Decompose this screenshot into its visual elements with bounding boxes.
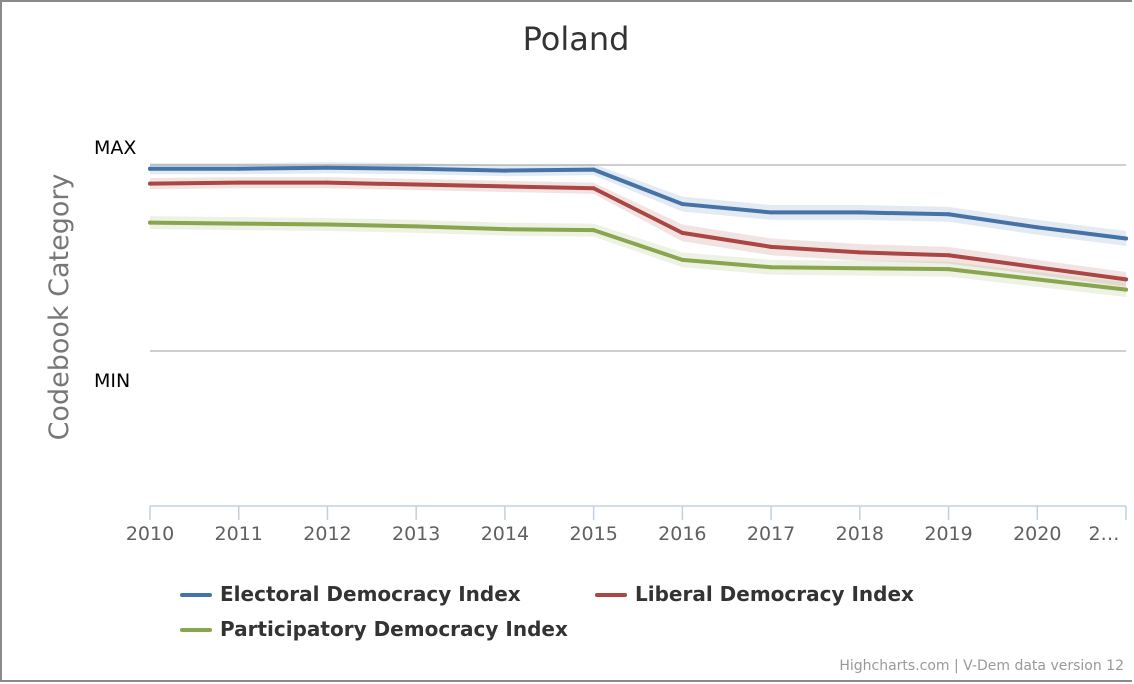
y-axis-title: Codebook Category xyxy=(44,174,75,441)
data-point-series-1[interactable] xyxy=(414,182,419,187)
credits-link[interactable]: Highcharts.com | V-Dem data version 12 xyxy=(839,658,1124,674)
x-tick-label: 2020 xyxy=(1013,523,1061,545)
x-tick-label: 2015 xyxy=(569,523,617,545)
legend-label-electoral: Electoral Democracy Index xyxy=(220,582,521,606)
series-lines xyxy=(148,165,1128,292)
data-point-series-0[interactable] xyxy=(502,168,507,173)
x-tick-label: 2017 xyxy=(747,523,795,545)
data-point-series-0[interactable] xyxy=(857,210,862,215)
data-point-series-1[interactable] xyxy=(502,184,507,189)
data-point-series-0[interactable] xyxy=(769,210,774,215)
data-point-series-0[interactable] xyxy=(148,166,152,171)
x-tick-label: 2019 xyxy=(924,523,972,545)
data-point-series-1[interactable] xyxy=(325,180,330,185)
data-point-series-0[interactable] xyxy=(680,202,685,207)
y-tick-label-min: MIN xyxy=(94,370,130,392)
data-point-series-0[interactable] xyxy=(946,212,951,217)
data-point-series-1[interactable] xyxy=(1124,277,1128,282)
data-point-series-1[interactable] xyxy=(148,181,152,186)
data-point-series-2[interactable] xyxy=(502,227,507,232)
series-line-2[interactable] xyxy=(148,220,1128,292)
confidence-band-series-1 xyxy=(150,177,1126,287)
data-point-series-2[interactable] xyxy=(1124,287,1128,292)
data-point-series-2[interactable] xyxy=(148,220,152,225)
data-point-series-1[interactable] xyxy=(591,186,596,191)
data-point-series-2[interactable] xyxy=(236,221,241,226)
legend-label-participatory: Participatory Democracy Index xyxy=(220,617,568,641)
data-point-series-0[interactable] xyxy=(591,167,596,172)
data-point-series-1[interactable] xyxy=(769,244,774,249)
data-point-series-1[interactable] xyxy=(857,250,862,255)
series-line-0[interactable] xyxy=(148,165,1128,241)
data-point-series-2[interactable] xyxy=(946,267,951,272)
legend-swatch-electoral xyxy=(180,593,212,597)
legend-swatch-participatory xyxy=(180,628,212,632)
data-point-series-2[interactable] xyxy=(325,222,330,227)
x-tick-label: 2011 xyxy=(215,523,263,545)
data-point-series-0[interactable] xyxy=(414,166,419,171)
x-tick-label: 2018 xyxy=(836,523,884,545)
data-point-series-2[interactable] xyxy=(414,224,419,229)
data-point-series-2[interactable] xyxy=(1035,277,1040,282)
data-point-series-1[interactable] xyxy=(946,253,951,258)
data-point-series-0[interactable] xyxy=(1035,225,1040,230)
data-point-series-2[interactable] xyxy=(680,257,685,262)
series-line-1[interactable] xyxy=(148,180,1128,282)
data-point-series-2[interactable] xyxy=(769,265,774,270)
data-point-series-1[interactable] xyxy=(1035,265,1040,270)
data-point-series-0[interactable] xyxy=(236,166,241,171)
x-tick-label: 2… xyxy=(1088,523,1119,545)
data-point-series-1[interactable] xyxy=(236,180,241,185)
data-point-series-0[interactable] xyxy=(325,165,330,170)
chart-title: Poland xyxy=(523,20,630,58)
y-tick-label-max: MAX xyxy=(94,137,136,159)
x-axis-ticks: 2010 2011 2012 2013 2014 2015 2016 2017 2018 2019… xyxy=(126,506,1127,545)
x-tick-label: 2012 xyxy=(303,523,351,545)
data-point-series-2[interactable] xyxy=(857,266,862,271)
x-tick-label: 2014 xyxy=(481,523,529,545)
legend-label-liberal: Liberal Democracy Index xyxy=(635,582,914,606)
legend-swatch-liberal xyxy=(595,593,627,597)
x-tick-label: 2016 xyxy=(658,523,706,545)
x-tick-label: 2013 xyxy=(392,523,440,545)
data-point-series-1[interactable] xyxy=(680,230,685,235)
data-point-series-0[interactable] xyxy=(1124,236,1128,241)
x-tick-label: 2010 xyxy=(126,523,174,545)
data-point-series-2[interactable] xyxy=(591,228,596,233)
